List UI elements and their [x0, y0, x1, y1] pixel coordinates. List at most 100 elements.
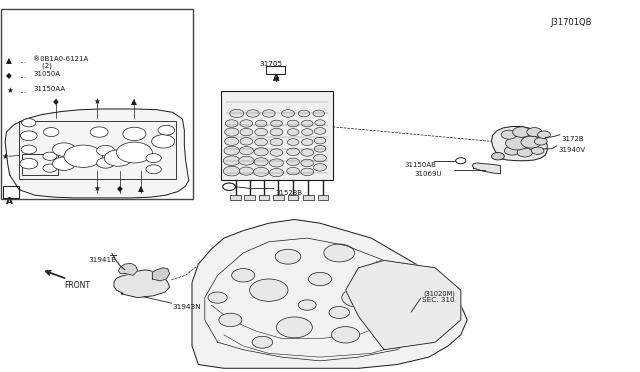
Circle shape [314, 154, 326, 162]
Text: 31050A: 31050A [33, 71, 60, 77]
Text: ...: ... [19, 56, 26, 65]
Circle shape [146, 165, 161, 174]
Circle shape [287, 158, 300, 166]
Circle shape [301, 159, 314, 167]
Polygon shape [152, 268, 170, 281]
Text: ▲: ▲ [6, 56, 12, 65]
Circle shape [116, 142, 152, 163]
Circle shape [52, 157, 76, 170]
Circle shape [239, 156, 254, 165]
Text: (31020M): (31020M) [424, 290, 456, 296]
Circle shape [314, 145, 326, 152]
Circle shape [314, 137, 326, 144]
Circle shape [104, 150, 132, 166]
Circle shape [239, 167, 253, 175]
Text: 31941E: 31941E [88, 257, 116, 263]
Circle shape [158, 125, 175, 135]
Circle shape [276, 317, 312, 338]
Circle shape [270, 128, 283, 136]
Text: ▲: ▲ [138, 185, 144, 193]
Text: 31150AB: 31150AB [404, 162, 436, 168]
Text: ★: ★ [94, 185, 100, 193]
Circle shape [44, 128, 59, 137]
Text: 31940V: 31940V [558, 147, 585, 153]
Circle shape [513, 127, 531, 137]
Circle shape [225, 120, 238, 127]
Circle shape [253, 167, 269, 176]
Bar [230, 195, 241, 200]
Text: 3172B: 3172B [561, 136, 584, 142]
Text: ★: ★ [94, 97, 100, 106]
Circle shape [246, 110, 259, 117]
Circle shape [43, 152, 57, 160]
Text: ◆: ◆ [6, 71, 12, 80]
Bar [1, 9, 193, 199]
Circle shape [324, 244, 355, 262]
Circle shape [225, 128, 239, 136]
Circle shape [504, 146, 520, 155]
Text: FRONT: FRONT [64, 281, 90, 290]
Bar [19, 121, 176, 179]
Circle shape [146, 154, 161, 163]
Polygon shape [472, 163, 500, 174]
Bar [259, 195, 269, 200]
Circle shape [239, 147, 253, 155]
Circle shape [252, 336, 273, 348]
Circle shape [240, 138, 253, 145]
Circle shape [223, 166, 240, 176]
Circle shape [255, 128, 268, 136]
Circle shape [250, 279, 288, 301]
Circle shape [282, 110, 294, 117]
Circle shape [240, 128, 253, 136]
Circle shape [232, 269, 255, 282]
Circle shape [301, 120, 313, 127]
Bar [3, 186, 19, 198]
Circle shape [287, 120, 299, 127]
Circle shape [275, 249, 301, 264]
Circle shape [313, 110, 324, 117]
Circle shape [90, 127, 108, 137]
Text: 31943N: 31943N [173, 304, 202, 310]
Circle shape [224, 146, 239, 155]
Text: 31069U: 31069U [415, 171, 442, 177]
Circle shape [64, 145, 102, 167]
Circle shape [20, 131, 37, 141]
Circle shape [314, 164, 326, 171]
Circle shape [383, 319, 411, 336]
Circle shape [287, 139, 299, 145]
Text: J31701QB: J31701QB [550, 18, 592, 27]
Circle shape [52, 143, 76, 156]
Circle shape [262, 110, 275, 117]
Circle shape [21, 145, 36, 154]
Circle shape [534, 138, 547, 145]
Circle shape [301, 149, 314, 156]
Circle shape [308, 272, 332, 286]
Bar [288, 195, 298, 200]
Polygon shape [5, 109, 189, 198]
Polygon shape [492, 126, 547, 161]
Circle shape [527, 128, 542, 137]
Circle shape [301, 139, 313, 145]
Circle shape [152, 135, 175, 148]
Polygon shape [192, 219, 467, 368]
Circle shape [301, 129, 313, 135]
Circle shape [255, 138, 268, 146]
Circle shape [298, 300, 316, 310]
Circle shape [22, 119, 36, 127]
Circle shape [342, 288, 375, 307]
Bar [303, 195, 314, 200]
Circle shape [456, 158, 466, 164]
Circle shape [219, 313, 242, 327]
Circle shape [240, 120, 253, 127]
Circle shape [501, 130, 516, 139]
Circle shape [298, 110, 310, 117]
Text: ★: ★ [6, 86, 13, 94]
Circle shape [492, 153, 504, 160]
Circle shape [123, 127, 146, 141]
Text: 31150AA: 31150AA [33, 86, 65, 92]
Circle shape [332, 327, 360, 343]
Circle shape [254, 148, 268, 156]
Circle shape [329, 307, 349, 318]
Text: A: A [6, 197, 13, 206]
Circle shape [230, 109, 244, 118]
